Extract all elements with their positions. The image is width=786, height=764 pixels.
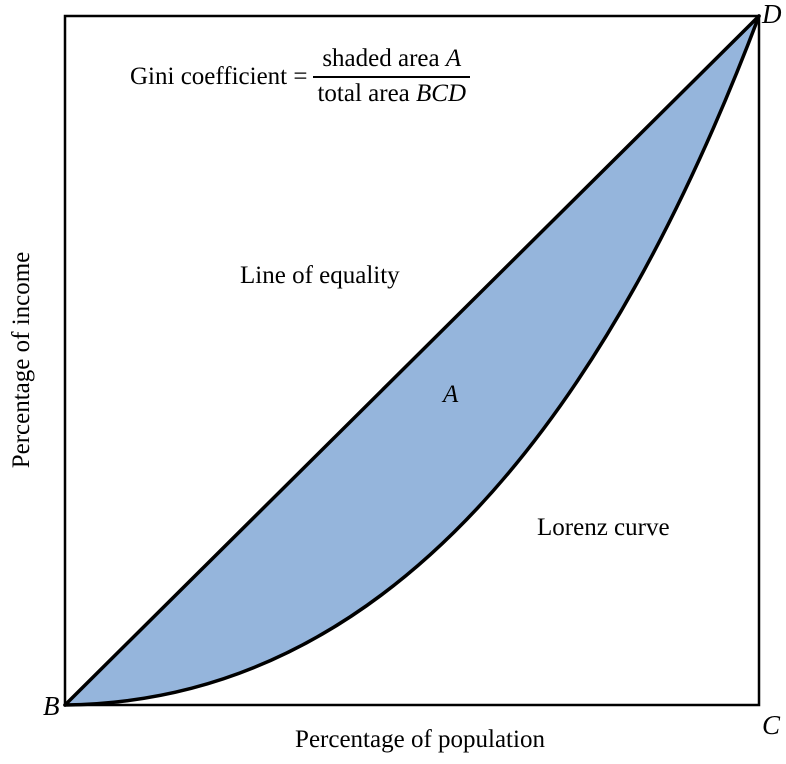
lorenz-diagram: Line of equality Lorenz curve A [0, 0, 786, 764]
gini-formula: Gini coefficient = shaded area A total a… [130, 45, 470, 109]
y-axis-label: Percentage of income [8, 252, 36, 469]
area-A-label: A [441, 381, 459, 408]
point-D-label: D [762, 0, 782, 30]
point-B-label: B [43, 691, 60, 722]
line-of-equality [65, 16, 759, 705]
formula-lhs: Gini coefficient = [130, 63, 307, 91]
formula-fraction: shaded area A total area BCD [313, 45, 470, 109]
formula-numerator: shaded area A [318, 45, 465, 76]
line-of-equality-label: Line of equality [240, 262, 400, 289]
point-C-label: C [762, 710, 780, 741]
lorenz-curve-label: Lorenz curve [537, 514, 670, 541]
x-axis-label: Percentage of population [295, 726, 545, 754]
formula-denominator: total area BCD [313, 76, 470, 109]
